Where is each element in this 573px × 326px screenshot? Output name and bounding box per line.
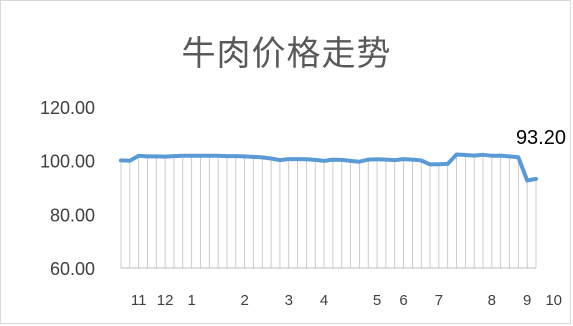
y-tick-label: 60.00: [50, 259, 95, 279]
x-tick-label: 5: [373, 292, 381, 309]
y-tick-label: 120.00: [40, 98, 95, 118]
x-tick-label: 6: [399, 292, 407, 309]
last-value-label: 93.20: [516, 127, 566, 149]
y-axis: 120.00 100.00 80.00 60.00: [40, 98, 95, 279]
x-axis: 11 12 1 2 3 4 5 6 7 8 9 10: [131, 292, 562, 309]
x-tick-label: 2: [240, 292, 248, 309]
y-tick-label: 100.00: [40, 152, 95, 172]
chart-title: 牛肉价格走势: [181, 34, 392, 74]
x-tick-label: 7: [435, 292, 443, 309]
x-tick-label: 8: [488, 292, 496, 309]
x-tick-label: 3: [285, 292, 293, 309]
x-tick-label: 4: [320, 292, 328, 309]
vertical-gridlines: [120, 154, 537, 268]
y-tick-label: 80.00: [50, 205, 95, 225]
series-line-beef-price: [119, 152, 538, 183]
x-tick-label: 10: [545, 292, 562, 309]
x-tick-label: 1: [187, 292, 195, 309]
x-tick-label: 11: [131, 292, 147, 309]
x-tick-label: 9: [523, 292, 531, 309]
x-tick-label: 12: [157, 292, 174, 309]
